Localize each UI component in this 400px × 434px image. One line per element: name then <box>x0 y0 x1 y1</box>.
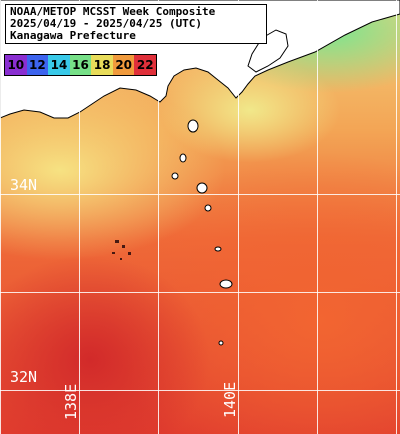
island-niijima <box>171 172 179 180</box>
boso-peninsula <box>247 29 289 73</box>
title-line-2: 2025/04/19 - 2025/04/25 (UTC) <box>10 17 203 30</box>
lon-line-137e <box>0 0 1 434</box>
island-oshima <box>187 119 199 133</box>
title-box: NOAA/METOP MCSST Week Composite 2025/04/… <box>5 4 267 44</box>
lon-line-140e <box>238 0 239 434</box>
scale-segment-18: 18 <box>91 55 113 75</box>
cloud-speckles <box>112 240 131 260</box>
scale-segment-14: 14 <box>48 55 70 75</box>
island-kozushima <box>196 182 208 194</box>
island-aogashima <box>218 340 224 346</box>
scale-segment-22: 22 <box>134 55 157 75</box>
island-miyakejima <box>204 204 212 212</box>
lat-line-32n <box>0 390 400 391</box>
scale-segment-10: 10 <box>5 55 27 75</box>
title-line-1: NOAA/METOP MCSST Week Composite <box>10 5 216 18</box>
temperature-color-scale: 10 12 14 16 18 20 22 <box>4 54 157 76</box>
title-line-3: Kanagawa Prefecture <box>10 29 136 42</box>
lat-label-34n: 34N <box>10 176 38 194</box>
lon-line-138e <box>79 0 80 434</box>
scale-segment-16: 16 <box>69 55 92 75</box>
island-hachijojima <box>219 279 233 289</box>
island-toshima <box>179 153 187 163</box>
lon-line-139e <box>158 0 159 434</box>
scale-segment-20: 20 <box>112 55 135 75</box>
island-mikurajima <box>214 246 222 252</box>
lat-label-32n: 32N <box>10 368 38 386</box>
scale-segment-12: 12 <box>26 55 49 75</box>
lon-label-140e: 140E <box>221 381 239 418</box>
lon-label-138e: 138E <box>62 383 80 420</box>
lat-line-33n <box>0 292 400 293</box>
lon-line-142e <box>396 0 397 434</box>
lat-line-34n <box>0 194 400 195</box>
lon-line-141e <box>317 0 318 434</box>
